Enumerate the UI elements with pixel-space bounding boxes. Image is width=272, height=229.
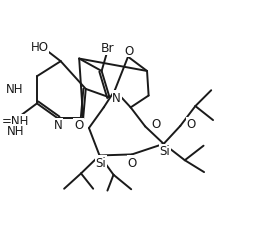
Text: NH: NH xyxy=(6,83,23,95)
Text: Br: Br xyxy=(101,42,115,55)
Text: Si: Si xyxy=(95,156,106,169)
Text: O: O xyxy=(124,45,133,58)
Text: HO: HO xyxy=(30,41,49,54)
Text: =NH: =NH xyxy=(2,114,29,128)
Text: Si: Si xyxy=(160,145,170,158)
Text: N: N xyxy=(112,91,121,104)
Text: O: O xyxy=(152,117,161,130)
Text: O: O xyxy=(187,118,196,131)
Text: O: O xyxy=(74,119,83,132)
Text: NH: NH xyxy=(7,125,24,138)
Text: O: O xyxy=(127,156,137,169)
Text: N: N xyxy=(54,119,63,132)
